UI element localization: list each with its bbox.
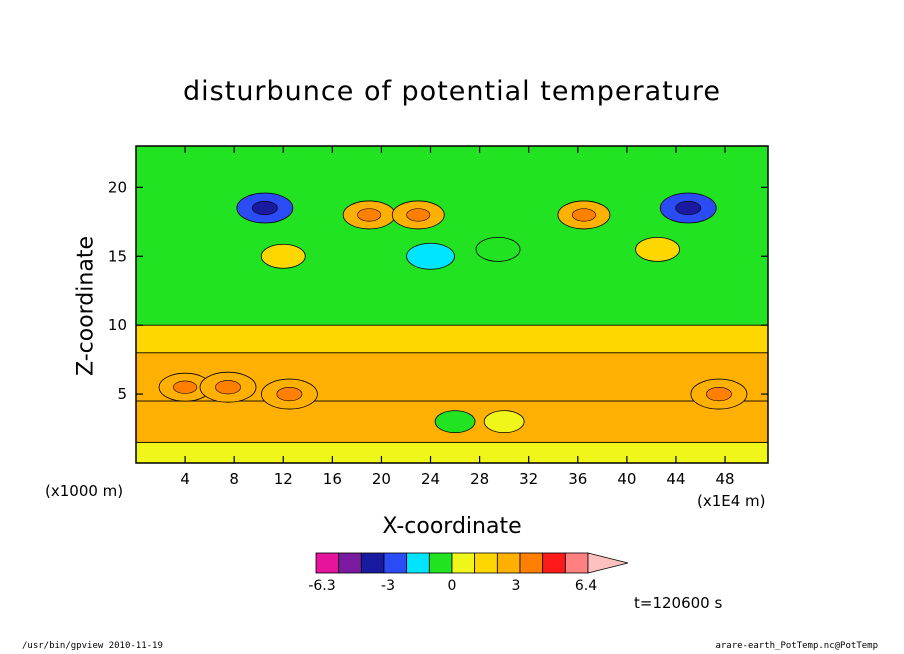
contour-band xyxy=(136,441,768,463)
x-axis-title: X-coordinate xyxy=(382,514,522,539)
colorbar-swatch xyxy=(474,552,498,574)
x-axis-unit-label: (x1000 m) xyxy=(45,482,124,500)
contour-feature-core xyxy=(215,380,241,395)
y-axis-title: Z-coordinate xyxy=(73,236,99,376)
x-tick-label: 44 xyxy=(666,470,685,488)
chart-title: disturbunce of potential temperature xyxy=(183,76,721,107)
y-tick-label: 5 xyxy=(117,385,127,403)
colorbar-swatch xyxy=(383,552,408,574)
y-tick-label: 10 xyxy=(108,316,127,334)
contour-feature xyxy=(635,236,680,262)
contour-feature xyxy=(475,236,521,262)
time-label: t=120600 s xyxy=(634,594,723,612)
colorbar-swatch xyxy=(338,552,362,574)
colorbar-swatch xyxy=(519,552,544,574)
contour-feature xyxy=(483,410,525,434)
colorbar-tick-label: -6.3 xyxy=(308,578,335,594)
x-tick-label: 8 xyxy=(229,470,239,488)
footer-file-variable: arare-earth_PotTemp.nc@PotTemp xyxy=(715,641,878,651)
x-tick-label: 32 xyxy=(519,470,538,488)
contour-feature-core xyxy=(706,387,732,402)
x-tick-label: 20 xyxy=(372,470,391,488)
colorbar-swatch xyxy=(451,552,476,574)
contour-feature-core xyxy=(675,200,702,216)
contour-feature-core xyxy=(251,200,278,216)
plot-frame xyxy=(135,145,769,464)
x-axis: 4 8 12 16 20 24 28 32 36 40 44 48 xyxy=(180,146,735,488)
contour-band xyxy=(136,146,768,326)
colorbar-swatch xyxy=(564,552,589,574)
plot-area xyxy=(136,146,768,463)
x-tick-label: 48 xyxy=(716,470,735,488)
contour-feature-core xyxy=(406,208,431,222)
colorbar-extend-arrow xyxy=(587,552,629,574)
contour-feature xyxy=(260,243,306,269)
colorbar-tick-label: 0 xyxy=(448,578,457,594)
contour-feature xyxy=(434,410,476,434)
colorbar-swatch xyxy=(360,552,385,574)
contour-feature-core xyxy=(357,208,382,222)
contour-feature-core xyxy=(173,380,198,394)
x-tick-label: 16 xyxy=(323,470,342,488)
colorbar-tick-label: 6.4 xyxy=(575,578,597,594)
colorbar-swatch xyxy=(406,552,430,574)
colorbar-tick-label: 3 xyxy=(512,578,521,594)
x-tick-label: 28 xyxy=(470,470,489,488)
colorbar-swatch xyxy=(428,552,453,574)
colorbar: -6.3 -3 0 3 6.4 xyxy=(308,552,629,594)
contour-band xyxy=(136,324,768,354)
y-tick-label: 20 xyxy=(108,178,127,196)
colorbar-swatch xyxy=(542,552,566,574)
x-tick-label: 4 xyxy=(180,470,190,488)
x-tick-label: 12 xyxy=(274,470,293,488)
x-axis-scale-label: (x1E4 m) xyxy=(697,492,766,510)
colorbar-swatch xyxy=(496,552,521,574)
colorbar-tick-label: -3 xyxy=(381,578,395,594)
contour-feature xyxy=(406,242,455,270)
y-tick-label: 15 xyxy=(108,247,127,265)
contour-feature-core xyxy=(571,208,596,222)
x-tick-label: 24 xyxy=(421,470,440,488)
footer-command-date: /usr/bin/gpview 2010-11-19 xyxy=(22,641,163,651)
x-tick-label: 36 xyxy=(568,470,587,488)
x-tick-label: 40 xyxy=(617,470,636,488)
y-axis: 5 10 15 20 xyxy=(108,178,768,403)
colorbar-swatch xyxy=(315,552,340,574)
contour-feature-core xyxy=(276,387,303,402)
